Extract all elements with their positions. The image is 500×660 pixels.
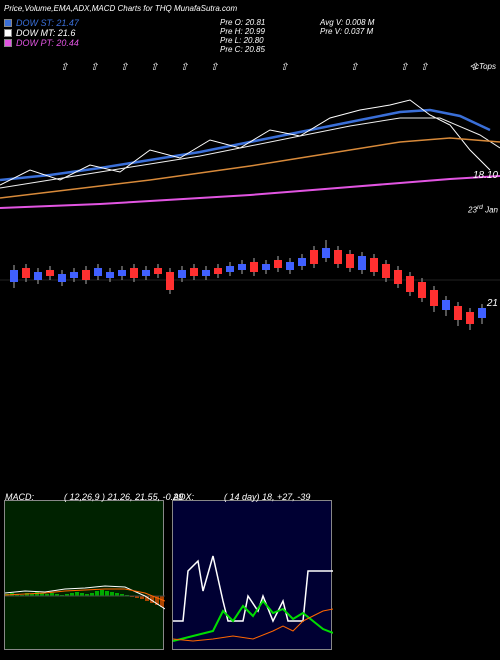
ema-panel: 18.10 23rd Jan [0,80,500,210]
svg-text:⇧: ⇧ [470,62,478,73]
ema-price-tag: 18.10 [473,170,498,181]
svg-text:⇧: ⇧ [90,62,98,73]
svg-text:⇧: ⇧ [420,62,428,73]
svg-text:⇧: ⇧ [60,62,68,73]
ema-date-label: 23rd Jan [468,204,498,215]
candle-price-tag: 21 [487,298,498,309]
svg-text:⇧: ⇧ [350,62,358,73]
svg-text:⇧: ⇧ [180,62,188,73]
top-ticks: ⇧ ⇧ ⇧ ⇧ ⇧ ⇧ ⇧ ⇧ ⇧ ⇧ ⇧ [0,0,500,80]
adx-panel: ADX:( 14 day) 18, +27, -39 [172,500,332,650]
svg-text:⇧: ⇧ [280,62,288,73]
svg-text:⇧: ⇧ [120,62,128,73]
svg-text:⇧: ⇧ [210,62,218,73]
svg-text:⇧: ⇧ [400,62,408,73]
svg-text:⇧: ⇧ [150,62,158,73]
candle-panel: 21 [0,220,500,340]
macd-panel: MACD:( 12,26,9 ) 21.26, 21.55, -0.29 [4,500,164,650]
